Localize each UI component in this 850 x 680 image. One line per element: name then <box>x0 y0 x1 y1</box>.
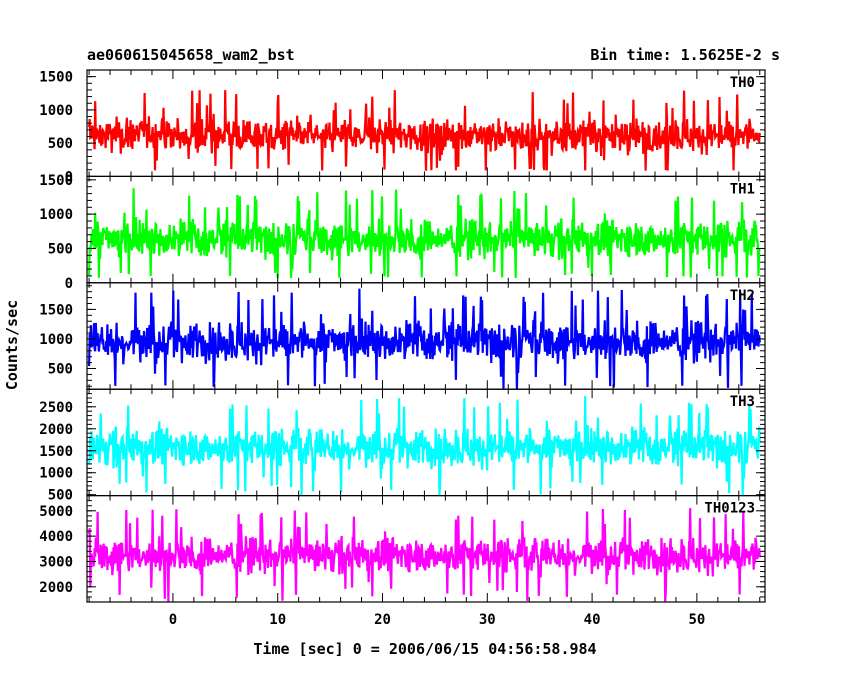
series-line-th1 <box>88 188 761 279</box>
y-tick-label: 1000 <box>39 103 73 119</box>
y-tick-label: 1000 <box>39 332 73 348</box>
chart-title-left: ae060615045658_wam2_bst <box>87 46 295 64</box>
panel-label-th0123: TH0123 <box>704 501 755 517</box>
panel-label-th3: TH3 <box>730 394 755 410</box>
y-tick-label: 500 <box>48 488 73 504</box>
y-tick-label: 500 <box>48 136 73 152</box>
series-line-th0 <box>88 90 761 171</box>
panel-frame <box>86 495 766 603</box>
panel-th2: 500 1000 1500 TH2 <box>39 282 766 390</box>
x-axis: 0 10 20 30 40 50 <box>169 612 706 628</box>
y-axis-label: Counts/sec <box>3 300 21 390</box>
panel-label-th1: TH1 <box>730 181 755 197</box>
x-tick-label: 0 <box>169 612 177 628</box>
x-tick-label: 50 <box>688 612 705 628</box>
y-tick-label: 0 <box>65 169 73 185</box>
x-tick-label: 30 <box>479 612 496 628</box>
y-tick-label: 5000 <box>39 504 73 520</box>
x-tick-label: 40 <box>584 612 601 628</box>
panel-th3: 500 1000 1500 2000 2500 TH3 <box>39 388 766 504</box>
series-line-th3 <box>88 396 761 496</box>
y-tick-label: 2500 <box>39 400 73 416</box>
panel-th1: 0 500 1000 1500 TH1 <box>39 173 766 292</box>
y-tick-label: 500 <box>48 362 73 378</box>
panel-th0: 0 500 1000 1500 TH0 <box>39 69 766 185</box>
x-tick-label: 10 <box>269 612 286 628</box>
y-tick-label: 1000 <box>39 466 73 482</box>
y-tick-label: 2000 <box>39 422 73 438</box>
y-tick-label: 3000 <box>39 554 73 570</box>
y-tick-label: 500 <box>48 241 73 257</box>
y-tick-label: 1500 <box>39 302 73 318</box>
series-line-th0123 <box>88 508 761 603</box>
x-tick-label: 20 <box>374 612 391 628</box>
y-tick-label: 0 <box>65 276 73 292</box>
panels-group: 0 500 1000 1500 TH0 0 500 1000 1500 TH1 500 1000 150… <box>39 69 766 603</box>
panel-label-th0: TH0 <box>730 75 755 91</box>
x-axis-label: Time [sec] 0 = 2006/06/15 04:56:58.984 <box>253 640 596 658</box>
y-tick-label: 2000 <box>39 580 73 596</box>
panel-th0123: 2000 3000 4000 5000 TH0123 <box>39 495 766 603</box>
y-tick-label: 1500 <box>39 444 73 460</box>
panel-label-th2: TH2 <box>730 288 755 304</box>
y-tick-label: 4000 <box>39 529 73 545</box>
series-line-th2 <box>88 288 761 389</box>
y-tick-label: 1000 <box>39 207 73 223</box>
y-tick-label: 1500 <box>39 173 73 189</box>
y-tick-label: 1500 <box>39 70 73 86</box>
chart-title-right: Bin time: 1.5625E-2 s <box>590 46 780 64</box>
